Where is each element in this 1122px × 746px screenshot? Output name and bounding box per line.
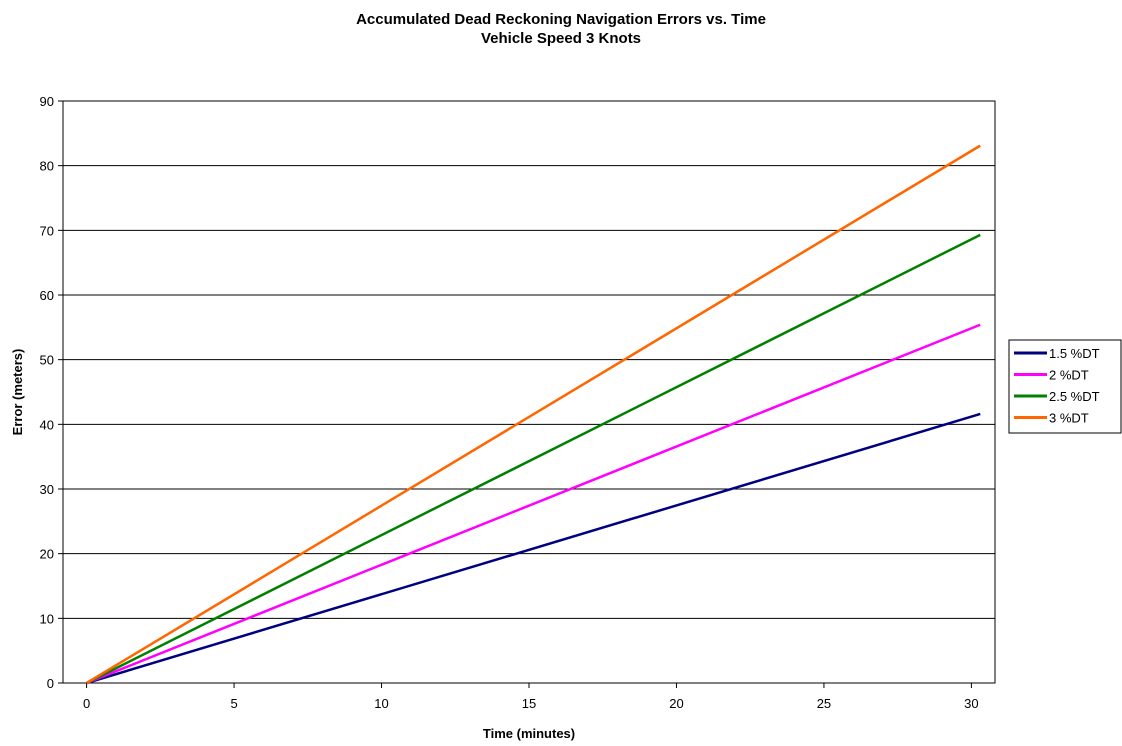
x-tick-label: 20 [669, 696, 683, 711]
x-axis-ticks: 0 5 10 15 20 25 30 [83, 683, 979, 711]
plot-area [62, 100, 996, 684]
y-tick-label: 30 [40, 482, 54, 497]
x-tick-label: 10 [374, 696, 388, 711]
x-tick-label: 0 [83, 696, 90, 711]
x-tick-label: 5 [230, 696, 237, 711]
y-axis-label: Error (meters) [10, 349, 25, 436]
y-tick-label: 10 [40, 611, 54, 626]
y-tick-label: 60 [40, 288, 54, 303]
series-line-4 [85, 144, 981, 685]
x-tick-label: 25 [817, 696, 831, 711]
y-tick-label: 40 [40, 417, 54, 432]
legend-label: 2.5 %DT [1049, 389, 1100, 404]
y-tick-label: 20 [40, 547, 54, 562]
x-axis-label: Time (minutes) [483, 726, 575, 741]
legend-label: 3 %DT [1049, 411, 1089, 426]
series-line-2 [86, 323, 981, 685]
series-lines [85, 144, 981, 685]
y-axis-ticks: 0 10 20 30 40 50 60 70 80 90 [40, 94, 63, 691]
legend-label: 1.5 %DT [1049, 346, 1100, 361]
series-line-3 [86, 233, 981, 685]
x-tick-label: 15 [522, 696, 536, 711]
y-tick-label: 80 [40, 159, 54, 174]
series-line-1 [86, 412, 981, 685]
legend: 1.5 %DT 2 %DT 2.5 %DT 3 %DT [1008, 339, 1122, 434]
y-tick-label: 0 [47, 676, 54, 691]
y-tick-label: 70 [40, 223, 54, 238]
chart-subtitle: Vehicle Speed 3 Knots [480, 30, 642, 47]
chart-title: Accumulated Dead Reckoning Navigation Er… [356, 11, 766, 28]
y-tick-label: 90 [40, 94, 54, 109]
x-tick-label: 30 [964, 696, 978, 711]
legend-label: 2 %DT [1049, 368, 1089, 383]
y-tick-label: 50 [40, 353, 54, 368]
